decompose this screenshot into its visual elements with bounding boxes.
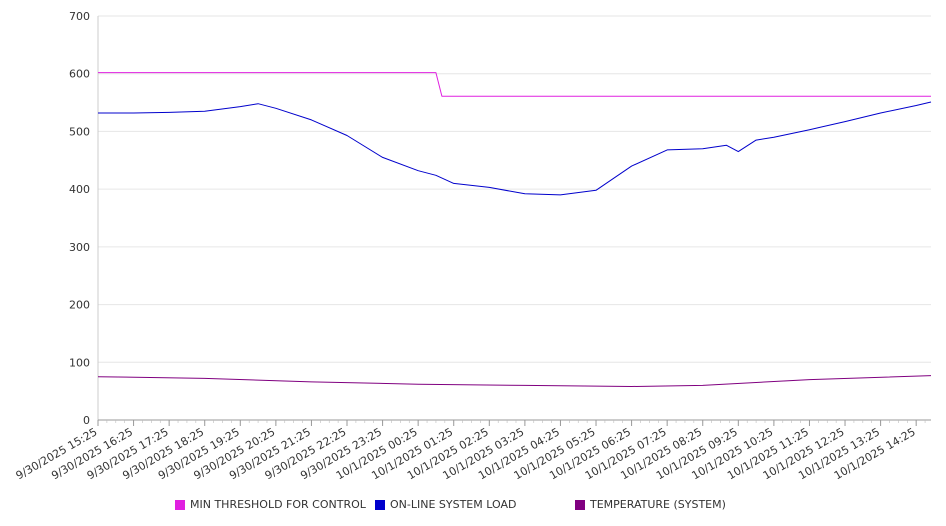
y-tick-label: 600	[69, 68, 90, 81]
series-line-temperature	[97, 375, 932, 387]
legend-swatch-temperature	[575, 499, 585, 510]
legend-item-system-load[interactable]: ON-LINE SYSTEM LOAD	[375, 498, 516, 511]
legend-item-min-threshold[interactable]: MIN THRESHOLD FOR CONTROL	[175, 498, 366, 511]
series-lines	[97, 72, 932, 387]
grid-lines	[98, 15, 931, 363]
y-tick-label: 700	[69, 10, 90, 23]
legend-item-temperature[interactable]: TEMPERATURE (SYSTEM)	[575, 498, 726, 511]
y-tick-label: 500	[69, 125, 90, 138]
legend-label-temperature: TEMPERATURE (SYSTEM)	[590, 498, 726, 511]
legend-label-min-threshold: MIN THRESHOLD FOR CONTROL	[190, 498, 366, 511]
y-tick-label: 100	[69, 356, 90, 369]
x-axis: 9/30/2025 15:259/30/2025 16:259/30/2025 …	[14, 419, 931, 482]
y-tick-label: 300	[69, 241, 90, 254]
legend: MIN THRESHOLD FOR CONTROL ON-LINE SYSTEM…	[0, 498, 946, 514]
series-line-system-load	[98, 101, 932, 196]
y-axis: 0 100 200 300 400 500 600 700	[69, 10, 99, 427]
y-tick-label: 200	[69, 299, 90, 312]
series-line-min-threshold	[98, 72, 931, 97]
y-tick-label: 0	[83, 414, 90, 427]
y-tick-label: 400	[69, 183, 90, 196]
legend-swatch-system-load	[375, 499, 385, 510]
legend-swatch-min-threshold	[175, 499, 185, 510]
legend-label-system-load: ON-LINE SYSTEM LOAD	[390, 498, 517, 511]
